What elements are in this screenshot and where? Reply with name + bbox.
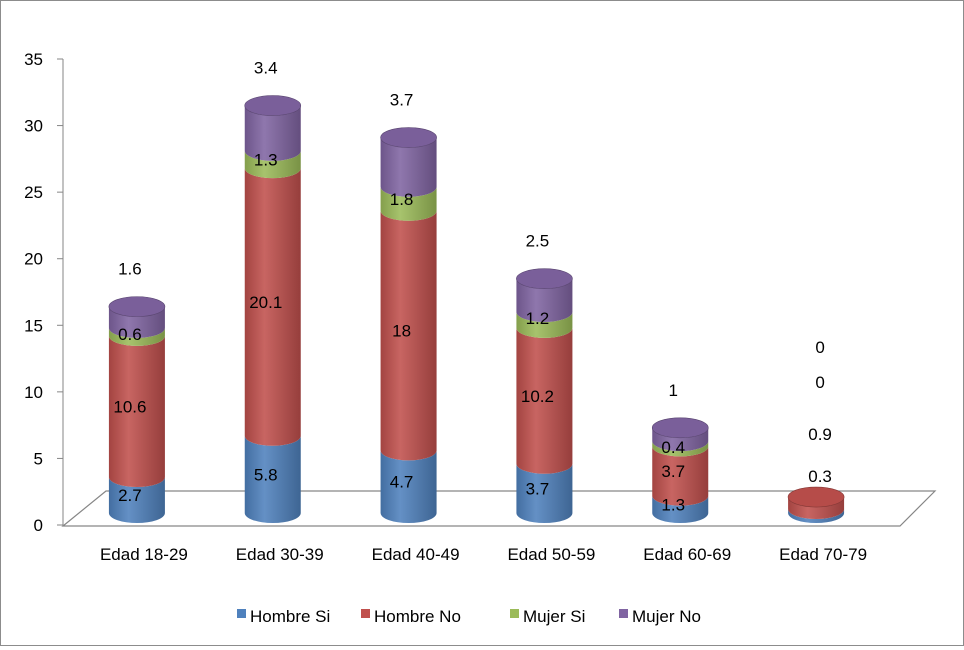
- legend-swatch: [361, 609, 370, 618]
- data-label: 1: [669, 381, 678, 400]
- bar-top-cap: [380, 127, 437, 148]
- bar-segment: [380, 186, 437, 221]
- bar-group: [787, 486, 845, 523]
- legend: Hombre Si Hombre No Mujer Si Mujer No: [237, 607, 701, 626]
- data-label: 20.1: [249, 293, 282, 312]
- bar-group: [651, 417, 709, 523]
- data-label: 1.2: [526, 309, 550, 328]
- bar-top-cap: [787, 486, 845, 508]
- x-tick-label: Edad 50-59: [507, 545, 595, 564]
- x-tick-label: Edad 30-39: [236, 545, 324, 564]
- bars: [108, 95, 845, 523]
- data-label: 10.6: [113, 397, 146, 416]
- data-label: 0.6: [118, 325, 142, 344]
- y-tick-label: 15: [24, 316, 43, 335]
- legend-label: Mujer No: [632, 607, 701, 626]
- data-label: 10.2: [521, 387, 554, 406]
- data-label: 1.8: [390, 190, 414, 209]
- y-tick-label: 5: [34, 449, 43, 468]
- data-label: 3.7: [526, 479, 550, 498]
- legend-label: Hombre Si: [250, 607, 330, 626]
- bar-segment: [380, 450, 437, 523]
- bar-segment: [108, 477, 165, 523]
- legend-swatch: [237, 609, 246, 618]
- bar-segment: [516, 311, 573, 338]
- data-label: 5.8: [254, 465, 278, 484]
- x-tick-label: Edad 60-69: [643, 545, 731, 564]
- bar-group: [244, 95, 302, 523]
- data-label: 4.7: [390, 473, 414, 492]
- data-label: 0: [815, 373, 824, 392]
- y-tick-label: 10: [24, 383, 43, 402]
- bar-segment: [244, 435, 301, 523]
- y-tick-label: 0: [34, 516, 43, 535]
- legend-swatch: [510, 609, 519, 618]
- data-label: 3.4: [254, 59, 278, 78]
- data-label: 2.7: [118, 486, 142, 505]
- bar-segment: [516, 327, 573, 474]
- y-tick-label: 25: [24, 183, 43, 202]
- bar-segment: [244, 105, 301, 161]
- legend-label: Hombre No: [374, 607, 461, 626]
- bar-segment: [244, 168, 301, 446]
- y-tick-label: 35: [24, 50, 43, 69]
- bar-segment: [380, 137, 437, 197]
- bar-group: [380, 127, 437, 523]
- bar-segment: [788, 509, 845, 523]
- bar-segment: [652, 495, 709, 523]
- legend-label: Mujer Si: [523, 607, 585, 626]
- bar-segment: [108, 335, 165, 488]
- bar-top-cap: [244, 95, 302, 116]
- y-tick-label: 30: [24, 117, 43, 136]
- bar-top-cap: [651, 417, 709, 439]
- data-label: 1.3: [254, 151, 278, 170]
- legend-swatch: [619, 609, 628, 618]
- bar-group: [108, 296, 166, 523]
- data-label: 18: [392, 322, 411, 341]
- bar-group: [516, 268, 573, 523]
- y-tick-label: 20: [24, 250, 43, 269]
- bar-segment: [244, 150, 301, 179]
- bar-top-cap: [108, 296, 166, 317]
- data-label: 0.3: [808, 467, 832, 486]
- data-label: 3.7: [390, 91, 414, 110]
- bar-segment: [516, 463, 573, 523]
- bar-segment: [652, 441, 709, 457]
- x-tick-label: Edad 40-49: [372, 545, 460, 564]
- x-tick-label: Edad 18-29: [100, 545, 188, 564]
- bar-segment: [108, 306, 165, 338]
- data-label: 0: [815, 338, 824, 357]
- bar-top-cap: [516, 268, 573, 289]
- data-label: 1.6: [118, 260, 142, 279]
- data-label: 3.7: [661, 462, 685, 481]
- bar-segment: [380, 210, 437, 461]
- x-tick-label: Edad 70-79: [779, 545, 867, 564]
- data-label: 0.9: [808, 425, 832, 444]
- data-label: 0.4: [661, 438, 685, 457]
- bar-segment: [652, 446, 709, 506]
- data-label: 1.3: [661, 495, 685, 514]
- data-label: 2.5: [526, 232, 550, 251]
- bar-segment: [516, 278, 573, 322]
- bar-segment: [652, 427, 709, 452]
- bar-segment: [108, 327, 165, 346]
- bar-segment: [788, 497, 845, 520]
- data-labels: 2.7 10.6 0.6 1.6 5.8 20.1 1.3 3.4 4.7 18 1.8 3.7 3.7…: [113, 59, 832, 515]
